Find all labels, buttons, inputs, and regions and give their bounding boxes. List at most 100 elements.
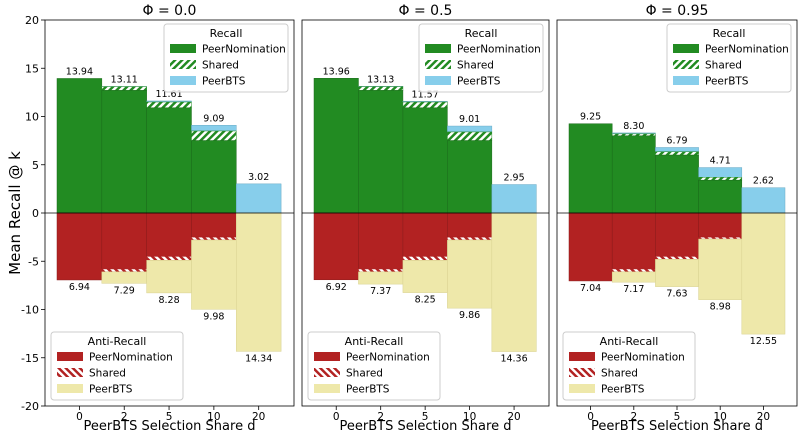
bar-anti-peernomination: [358, 212, 404, 270]
bar-recall-shared: [611, 133, 656, 137]
panel-frame: [556, 19, 798, 407]
bar-recall-peernomination: [56, 78, 103, 214]
legend-swatch: [57, 368, 83, 377]
anti-value-label: 14.36: [500, 354, 527, 365]
anti-value-label: 7.17: [623, 284, 644, 295]
x-tick-label: 2: [121, 411, 128, 423]
panels: Φ = 0.0 13.94 6.94 0 13.11 7.29 2 11.61 8.28 5 9.0…: [21, 3, 798, 434]
bar-recall-shared: [447, 131, 493, 141]
anti-value-label: 7.29: [114, 285, 135, 296]
bar-recall-peerbts: [191, 125, 237, 132]
legend-swatch: [425, 44, 451, 53]
bar-anti-shared: [146, 256, 192, 261]
anti-value-label: 7.63: [666, 289, 687, 300]
legend-box: [50, 331, 184, 401]
legend-item-label: PeerNomination: [457, 44, 541, 56]
legend-swatch: [57, 384, 83, 393]
legend-anti-recall: Anti-Recall PeerNomination Shared PeerBTS: [50, 331, 184, 401]
x-tick-label: 20: [507, 411, 520, 423]
bar-recall-peerbts: [447, 125, 493, 133]
legend-swatch: [314, 352, 340, 361]
legend-item-label: PeerNomination: [601, 352, 685, 364]
anti-value-label: 7.04: [580, 283, 601, 294]
legend-item-label: Shared: [705, 60, 742, 72]
y-tick-label: -5: [28, 255, 39, 268]
legend-item-label: PeerNomination: [202, 44, 286, 56]
bar-anti-peerbts: [741, 212, 786, 335]
legend-box: [666, 23, 792, 93]
bar-recall-peerbts: [741, 187, 786, 214]
bar-anti-shared: [358, 268, 404, 273]
recall-value-label: 8.30: [623, 121, 644, 132]
legend-item-label: Shared: [202, 60, 239, 72]
recall-value-label: 13.11: [111, 74, 138, 85]
y-tick-label: 20: [25, 14, 39, 27]
bar-anti-shared: [611, 268, 656, 273]
bar-recall-peerbts: [698, 167, 743, 178]
x-tick-label: 10: [207, 411, 220, 423]
y-tick-label: -10: [21, 304, 39, 317]
bar-anti-peerbts: [101, 271, 147, 284]
bar-recall-peerbts: [236, 183, 282, 214]
chart-panel-0: Φ = 0.0 13.94 6.94 0 13.11 7.29 2 11.61 8.28 5 9.0…: [21, 3, 295, 434]
legend-recall: Recall PeerNomination Shared PeerBTS: [163, 23, 289, 93]
bar-anti-peerbts: [698, 238, 743, 300]
legend-box: [418, 23, 544, 93]
legend-title: Anti-Recall: [88, 335, 147, 348]
bar-anti-peerbts: [491, 212, 537, 352]
recall-value-label: 2.95: [503, 173, 524, 184]
legend-item-label: PeerBTS: [705, 76, 749, 88]
bar-anti-shared: [402, 256, 448, 261]
bar-recall-peernomination: [698, 179, 743, 214]
y-tick-label: 10: [25, 111, 39, 124]
legend-swatch: [569, 352, 595, 361]
recall-value-label: 11.57: [412, 89, 439, 100]
legend-item-label: PeerBTS: [89, 384, 133, 396]
legend-swatch: [673, 60, 699, 69]
legend-anti-recall: Anti-Recall PeerNomination Shared PeerBTS: [562, 331, 696, 401]
y-tick-label: -15: [21, 352, 39, 365]
legend-swatch: [57, 352, 83, 361]
bar-recall-shared: [655, 151, 699, 156]
x-tick-label: 0: [333, 411, 340, 423]
recall-value-label: 9.09: [203, 113, 224, 124]
legend-item-label: Shared: [89, 368, 126, 380]
x-tick-label: 10: [714, 411, 727, 423]
bar-recall-shared: [101, 86, 147, 91]
recall-value-label: 11.61: [155, 89, 182, 100]
legend-title: Anti-Recall: [345, 335, 404, 348]
bar-anti-peernomination: [568, 212, 613, 282]
bar-anti-peerbts: [447, 239, 493, 309]
y-axis-label: Mean Recall @ k: [6, 151, 24, 275]
bar-recall-peernomination: [101, 90, 147, 214]
legend-item-label: Shared: [601, 368, 638, 380]
bar-recall-peernomination: [611, 135, 656, 214]
legend-item-label: PeerBTS: [346, 384, 390, 396]
x-tick-label: 5: [166, 411, 173, 423]
bar-anti-peernomination: [191, 212, 237, 238]
legend-swatch: [673, 76, 699, 85]
legend-title: Recall: [210, 27, 243, 40]
anti-value-label: 9.86: [459, 310, 480, 321]
bar-recall-peernomination: [402, 107, 448, 214]
legend-item-label: Shared: [457, 60, 494, 72]
legend-swatch: [569, 368, 595, 377]
recall-value-label: 2.62: [753, 176, 774, 187]
y-tick-label: 5: [32, 159, 39, 172]
anti-value-label: 9.98: [203, 311, 224, 322]
x-tick-label: 0: [76, 411, 83, 423]
bar-anti-shared: [191, 236, 237, 241]
legend-item-label: PeerNomination: [346, 352, 430, 364]
bar-recall-peernomination: [191, 140, 237, 214]
anti-value-label: 8.28: [158, 295, 179, 306]
legend-title: Anti-Recall: [600, 335, 659, 348]
anti-value-label: 12.55: [750, 336, 777, 347]
legend-swatch: [170, 44, 196, 53]
bar-anti-shared: [447, 236, 493, 241]
anti-value-label: 8.25: [415, 295, 436, 306]
bar-anti-peernomination: [56, 212, 103, 281]
x-axis-label: PeerBTS Selection Share d: [84, 419, 256, 434]
bar-recall-shared: [191, 130, 237, 141]
bar-recall-peernomination: [447, 140, 493, 214]
